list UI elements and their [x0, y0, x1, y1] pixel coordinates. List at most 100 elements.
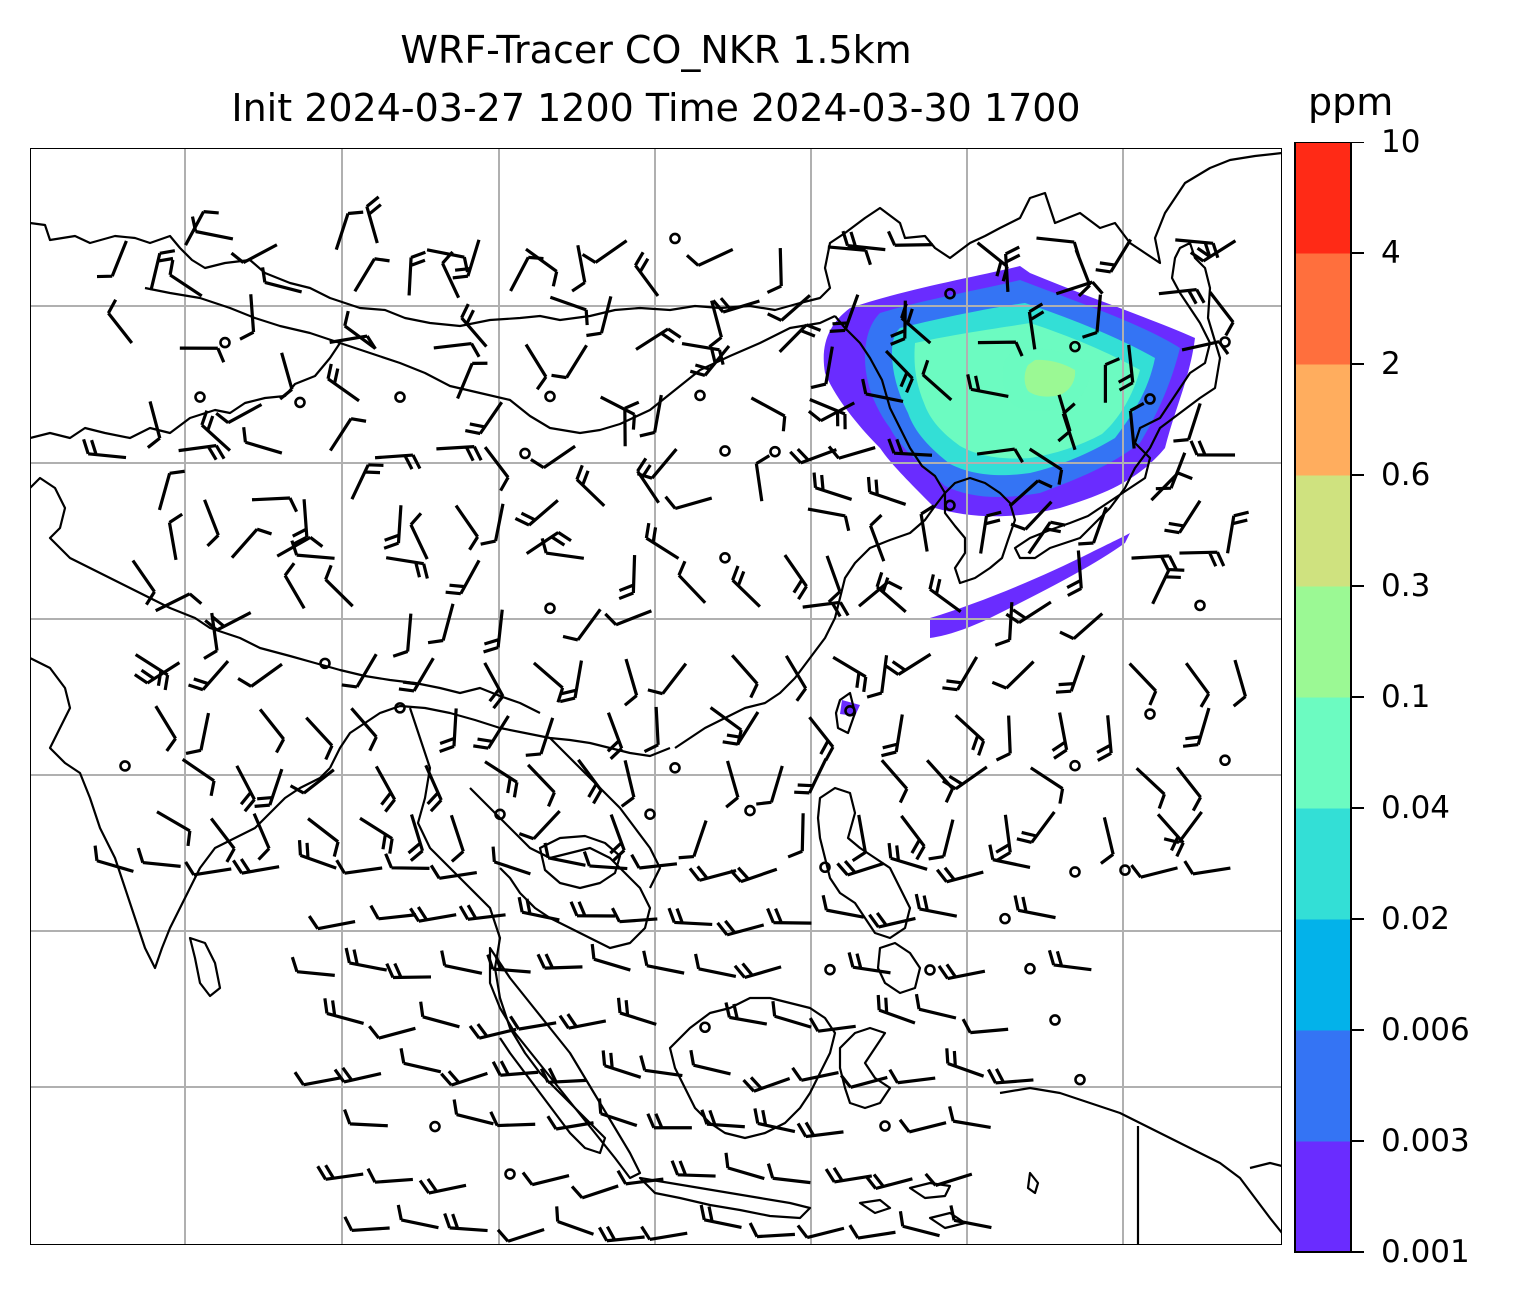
wind-barb — [794, 758, 828, 795]
wind-barb — [460, 303, 488, 348]
wind-barb — [570, 1184, 619, 1200]
wind-barb — [1059, 612, 1104, 641]
wind-barb — [1128, 662, 1158, 706]
wind-barb — [203, 499, 220, 548]
wind-barb — [606, 712, 624, 760]
wind-barb — [491, 1060, 539, 1077]
wind-barb — [667, 907, 713, 927]
wind-barb — [558, 1013, 607, 1030]
wind-barb — [368, 1025, 416, 1040]
wind-barb — [254, 768, 284, 808]
wind-barb — [480, 503, 505, 546]
wind-barb — [1135, 767, 1166, 810]
wind-barb — [1036, 236, 1081, 258]
wind-barb — [514, 499, 559, 527]
wind-barb — [424, 764, 443, 813]
wind-barb — [598, 1225, 645, 1243]
wind-barb — [486, 954, 531, 974]
wind-barb — [977, 340, 1024, 357]
colorbar-tick-label: 0.3 — [1381, 568, 1431, 604]
wind-barb — [374, 765, 397, 813]
wind-barb — [209, 817, 236, 863]
wind-barb — [1016, 810, 1056, 844]
colorbar-band — [1295, 364, 1351, 476]
wind-barb — [1099, 817, 1115, 865]
map-panel — [30, 148, 1282, 1245]
wind-barb — [324, 564, 354, 608]
wind-barb — [937, 963, 986, 981]
wind-barb — [307, 915, 356, 931]
wind-barb — [616, 1169, 664, 1186]
wind-barb — [396, 1204, 439, 1230]
wind-barb — [888, 1068, 936, 1085]
wind-barb — [409, 512, 429, 560]
wind-barb — [279, 352, 294, 401]
calm-wind-marker — [1119, 864, 1131, 876]
wind-barb — [316, 1164, 364, 1181]
calm-wind-marker — [719, 551, 731, 564]
wind-barb — [1163, 811, 1203, 844]
wind-barb — [812, 472, 853, 501]
wind-barb — [458, 904, 506, 921]
wind-barb — [987, 1068, 1034, 1085]
wind-barb — [146, 401, 162, 449]
wind-barb — [935, 866, 984, 884]
wind-barb — [976, 447, 1024, 463]
wind-barb — [796, 1224, 845, 1240]
wind-barb — [392, 613, 413, 658]
wind-barb — [532, 661, 565, 703]
wind-barb — [344, 947, 388, 972]
wind-barb — [350, 707, 378, 752]
wind-barb — [536, 953, 583, 970]
wind-barb — [914, 993, 957, 1020]
wind-barb — [559, 660, 584, 704]
wind-barb — [848, 1224, 896, 1240]
wind-barb — [635, 327, 682, 351]
wind-barb — [716, 919, 765, 937]
wind-barb — [483, 609, 504, 654]
wind-barb — [440, 950, 483, 975]
calm-wind-marker — [1049, 1014, 1061, 1026]
wind-barb — [733, 962, 782, 980]
wind-barb — [539, 1067, 587, 1084]
wind-barb — [418, 1177, 467, 1195]
wind-barb — [551, 344, 588, 380]
wind-barb — [807, 507, 851, 532]
colorbar — [1294, 142, 1364, 1253]
wind-barb — [865, 1173, 913, 1191]
wind-barb — [689, 345, 731, 377]
calm-wind-marker — [644, 808, 656, 820]
wind-barb — [1189, 440, 1236, 457]
wind-barb — [179, 346, 226, 363]
wind-barb — [289, 768, 335, 795]
colorbar-tick-label: 0.001 — [1381, 1234, 1470, 1270]
wind-barb — [343, 1109, 388, 1128]
wind-barb — [789, 447, 837, 465]
map-title-line-1: WRF-Tracer CO_NKR 1.5km — [400, 28, 912, 72]
colorbar-band — [1295, 253, 1351, 365]
wind-barb — [609, 814, 626, 862]
wind-barb — [157, 469, 185, 511]
colorbar-tick-label: 10 — [1381, 124, 1421, 160]
wind-barb — [154, 592, 203, 613]
wind-barb — [369, 904, 417, 921]
wind-barb — [1004, 245, 1021, 292]
calm-wind-marker — [1069, 866, 1081, 878]
colorbar-band — [1295, 475, 1351, 587]
wind-barb — [1183, 860, 1231, 876]
colorbar-band — [1295, 1030, 1351, 1142]
wind-barb — [133, 661, 181, 685]
wind-barb — [429, 864, 478, 880]
wind-barb — [439, 708, 458, 754]
wind-barb — [562, 608, 602, 642]
calm-wind-marker — [544, 390, 556, 403]
wind-barb — [887, 438, 933, 457]
wind-barb — [131, 559, 156, 606]
wind-barb — [419, 1001, 460, 1029]
wind-barb — [335, 859, 383, 875]
wind-barb — [521, 1171, 570, 1187]
wind-barb — [333, 1066, 382, 1084]
calm-wind-marker — [769, 445, 781, 458]
calm-wind-marker — [1074, 1073, 1086, 1086]
wind-barb — [924, 1172, 973, 1187]
